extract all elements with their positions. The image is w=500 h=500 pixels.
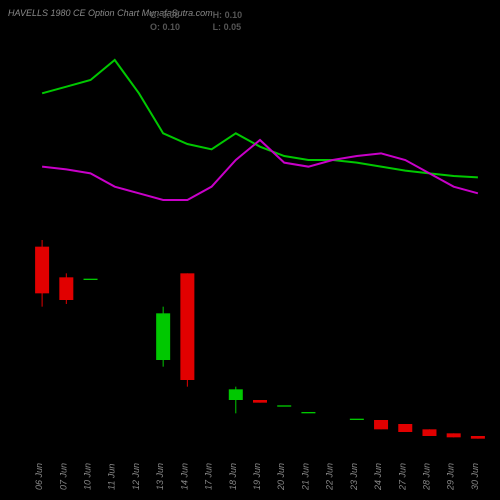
chart-container: HAVELLS 1980 CE Option Chart MunafaSutra… (0, 0, 500, 500)
x-axis-label: 14 Jun (179, 463, 189, 490)
low-value: 0.05 (224, 22, 242, 32)
x-axis-label: 18 Jun (228, 463, 238, 490)
candle-body (277, 405, 291, 406)
candle-body (471, 436, 485, 439)
candle-body (156, 313, 170, 360)
x-axis-label: 27 Jun (397, 463, 407, 491)
candle-body (422, 429, 436, 436)
candle-body (253, 400, 267, 403)
x-axis-label: 29 Jun (446, 463, 456, 491)
low-label: L: (213, 22, 222, 32)
x-axis-label: 07 Jun (58, 463, 68, 490)
x-axis-label: 30 Jun (470, 463, 480, 490)
x-axis-label: 17 Jun (204, 463, 214, 490)
ohlc-display: C: 0.05 O: 0.10 H: 0.10 L: 0.05 (150, 10, 272, 33)
x-axis-label: 19 Jun (252, 463, 262, 490)
magenta-line (42, 140, 478, 200)
candle-body (84, 279, 98, 280)
x-axis-label: 28 Jun (421, 463, 431, 491)
x-axis-label: 20 Jun (276, 463, 286, 491)
close-value: 0.05 (162, 10, 180, 20)
candle-body (35, 247, 49, 294)
green-line (42, 60, 478, 177)
candle-body (398, 424, 412, 432)
candle-body (229, 389, 243, 400)
close-label: C: (150, 10, 160, 20)
x-axis-label: 22 Jun (325, 463, 335, 491)
open-label: O: (150, 22, 160, 32)
high-label: H: (213, 10, 223, 20)
candle-body (59, 277, 73, 300)
x-axis-label: 12 Jun (131, 463, 141, 490)
candle-body (374, 420, 388, 429)
x-axis-label: 24 Jun (373, 463, 383, 491)
candle-body (447, 433, 461, 437)
high-value: 0.10 (225, 10, 243, 20)
chart-svg: 06 Jun 07 Jun 10 Jun 11 Jun 12 Jun 13 Jun 14 J… (0, 0, 500, 500)
x-axis-label: 11 Jun (107, 464, 117, 490)
x-axis-label: 13 Jun (155, 463, 165, 490)
candle-body (301, 412, 315, 413)
x-axis-label: 06 Jun (34, 463, 44, 490)
open-value: 0.10 (163, 22, 181, 32)
x-axis-label: 10 Jun (83, 463, 93, 490)
candle-body (350, 419, 364, 420)
candle-body (180, 273, 194, 380)
x-axis-label: 21 Jun (300, 463, 310, 491)
x-axis-label: 23 Jun (349, 463, 359, 491)
